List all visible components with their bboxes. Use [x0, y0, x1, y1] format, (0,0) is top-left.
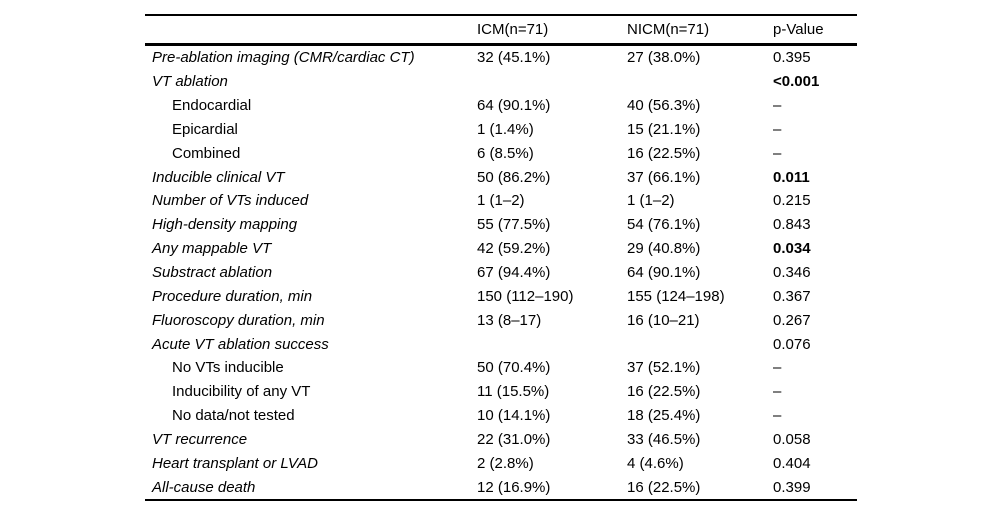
icm-value-cell: 1 (1.4%): [477, 120, 534, 138]
table-row: Combined 6 (8.5%) 16 (22.5%) –: [145, 141, 857, 165]
table-row: Any mappable VT 42 (59.2%) 29 (40.8%) 0.…: [145, 237, 857, 261]
table-row: Endocardial 64 (90.1%) 40 (56.3%) –: [145, 94, 857, 118]
nicm-value-cell: 29 (40.8%): [627, 240, 701, 258]
nicm-value-cell: 16 (22.5%): [627, 383, 701, 401]
icm-value-cell: 10 (14.1%): [477, 407, 551, 425]
p-value-cell: –: [773, 407, 782, 425]
table-row: Substract ablation 67 (94.4%) 64 (90.1%)…: [145, 261, 857, 285]
icm-value-cell: 150 (112–190): [477, 287, 574, 305]
table-header-row: ICM(n=71) NICM(n=71) p-Value: [145, 14, 857, 46]
nicm-value-cell: 1 (1–2): [627, 192, 675, 210]
row-label: Pre-ablation imaging (CMR/cardiac CT): [152, 49, 415, 67]
table-row: High-density mapping 55 (77.5%) 54 (76.1…: [145, 213, 857, 237]
p-value-cell: <0.001: [773, 73, 820, 91]
table-row: Procedure duration, min 150 (112–190) 15…: [145, 284, 857, 308]
row-label: All-cause death: [152, 478, 256, 496]
p-value-cell: 0.367: [773, 287, 811, 305]
nicm-value-cell: 16 (10–21): [627, 311, 700, 329]
icm-value-cell: 6 (8.5%): [477, 144, 534, 162]
icm-value-cell: 2 (2.8%): [477, 454, 534, 472]
nicm-value-cell: 16 (22.5%): [627, 478, 701, 496]
table-row: All-cause death 12 (16.9%) 16 (22.5%) 0.…: [145, 475, 857, 499]
p-value-cell: 0.346: [773, 264, 811, 282]
icm-value-cell: 1 (1–2): [477, 192, 525, 210]
table-row: VT ablation <0.001: [145, 70, 857, 94]
icm-value-cell: 22 (31.0%): [477, 430, 551, 448]
nicm-value-cell: 155 (124–198): [627, 287, 725, 305]
row-label: Inducibility of any VT: [172, 383, 311, 401]
p-value-cell: 0.395: [773, 49, 811, 67]
p-value-cell: –: [773, 120, 782, 138]
row-label: Number of VTs induced: [152, 192, 309, 210]
p-value-cell: –: [773, 144, 782, 162]
p-value-cell: 0.404: [773, 454, 811, 472]
icm-value-cell: 12 (16.9%): [477, 478, 551, 496]
p-value-cell: –: [773, 97, 782, 115]
p-value-cell: 0.843: [773, 216, 811, 234]
row-label: Inducible clinical VT: [152, 168, 285, 186]
p-value-cell: 0.399: [773, 478, 811, 496]
table-row: Inducible clinical VT 50 (86.2%) 37 (66.…: [145, 165, 857, 189]
nicm-value-cell: 33 (46.5%): [627, 430, 701, 448]
icm-value-cell: 67 (94.4%): [477, 264, 551, 282]
row-label: High-density mapping: [152, 216, 298, 234]
header-nicm-column: NICM(n=71): [627, 21, 710, 38]
table-row: Epicardial 1 (1.4%) 15 (21.1%) –: [145, 118, 857, 142]
row-label: No data/not tested: [172, 407, 295, 425]
table-body: Pre-ablation imaging (CMR/cardiac CT) 32…: [145, 46, 857, 502]
p-value-cell: 0.011: [773, 168, 810, 186]
p-value-cell: 0.215: [773, 192, 811, 210]
nicm-value-cell: 15 (21.1%): [627, 120, 701, 138]
nicm-value-cell: 37 (52.1%): [627, 359, 701, 377]
row-label: Procedure duration, min: [152, 287, 313, 305]
row-label: Endocardial: [172, 97, 252, 115]
p-value-cell: 0.058: [773, 430, 811, 448]
header-pvalue-column: p-Value: [773, 21, 824, 38]
nicm-value-cell: 64 (90.1%): [627, 264, 701, 282]
outcomes-table: ICM(n=71) NICM(n=71) p-Value Pre-ablatio…: [145, 14, 857, 502]
nicm-value-cell: 37 (66.1%): [627, 168, 701, 186]
nicm-value-cell: 4 (4.6%): [627, 454, 684, 472]
icm-value-cell: 13 (8–17): [477, 311, 542, 329]
icm-value-cell: 32 (45.1%): [477, 49, 551, 67]
table-row: Inducibility of any VT 11 (15.5%) 16 (22…: [145, 380, 857, 404]
table-row: Pre-ablation imaging (CMR/cardiac CT) 32…: [145, 46, 857, 70]
table-row: No VTs inducible 50 (70.4%) 37 (52.1%) –: [145, 356, 857, 380]
table-row: Number of VTs induced 1 (1–2) 1 (1–2) 0.…: [145, 189, 857, 213]
p-value-cell: 0.267: [773, 311, 811, 329]
icm-value-cell: 42 (59.2%): [477, 240, 551, 258]
row-label: Epicardial: [172, 120, 238, 138]
row-label: Any mappable VT: [152, 240, 272, 258]
header-icm-column: ICM(n=71): [477, 21, 549, 38]
p-value-cell: 0.034: [773, 240, 811, 258]
p-value-cell: 0.076: [773, 335, 811, 353]
row-label: Combined: [172, 144, 241, 162]
nicm-value-cell: 40 (56.3%): [627, 97, 701, 115]
icm-value-cell: 55 (77.5%): [477, 216, 551, 234]
nicm-value-cell: 54 (76.1%): [627, 216, 701, 234]
row-label: Acute VT ablation success: [152, 335, 329, 353]
nicm-value-cell: 27 (38.0%): [627, 49, 701, 67]
icm-value-cell: 64 (90.1%): [477, 97, 551, 115]
nicm-value-cell: 16 (22.5%): [627, 144, 701, 162]
table-row: Acute VT ablation success 0.076: [145, 332, 857, 356]
p-value-cell: –: [773, 383, 782, 401]
table-row: Heart transplant or LVAD 2 (2.8%) 4 (4.6…: [145, 451, 857, 475]
row-label: No VTs inducible: [172, 359, 284, 377]
icm-value-cell: 50 (86.2%): [477, 168, 551, 186]
row-label: Heart transplant or LVAD: [152, 454, 318, 472]
p-value-cell: –: [773, 359, 782, 377]
icm-value-cell: 50 (70.4%): [477, 359, 551, 377]
row-label: VT recurrence: [152, 430, 248, 448]
row-label: VT ablation: [152, 73, 228, 91]
table-row: No data/not tested 10 (14.1%) 18 (25.4%)…: [145, 404, 857, 428]
nicm-value-cell: 18 (25.4%): [627, 407, 701, 425]
table-row: VT recurrence 22 (31.0%) 33 (46.5%) 0.05…: [145, 428, 857, 452]
icm-value-cell: 11 (15.5%): [477, 383, 550, 401]
table-row: Fluoroscopy duration, min 13 (8–17) 16 (…: [145, 308, 857, 332]
row-label: Fluoroscopy duration, min: [152, 311, 325, 329]
row-label: Substract ablation: [152, 264, 273, 282]
